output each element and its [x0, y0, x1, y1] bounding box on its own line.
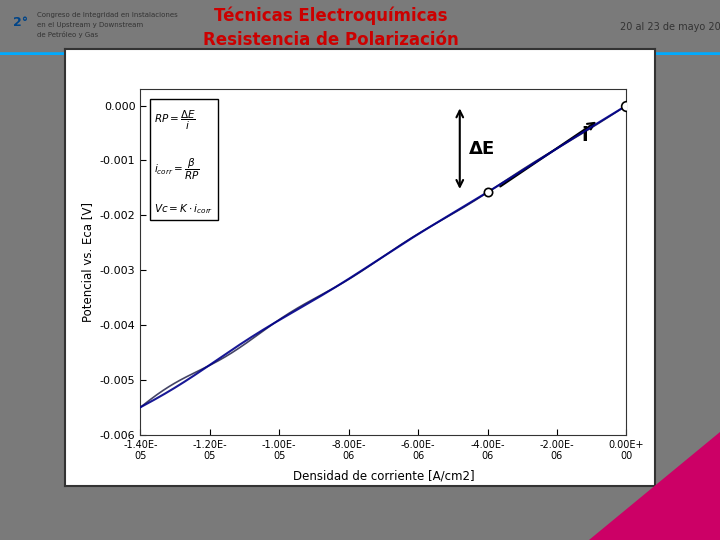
Text: de Petróleo y Gas: de Petróleo y Gas [37, 31, 99, 38]
Text: Resistencia de Polarización: Resistencia de Polarización [203, 31, 459, 49]
Text: $\mathbf{i}$: $\mathbf{i}$ [581, 126, 588, 145]
Text: $\mathbf{\Delta E}$: $\mathbf{\Delta E}$ [469, 140, 495, 158]
Polygon shape [589, 432, 720, 540]
Text: en el Upstream y Downstream: en el Upstream y Downstream [37, 22, 143, 28]
Text: 2°: 2° [13, 16, 28, 29]
Text: 20 al 23 de mayo 2014: 20 al 23 de mayo 2014 [621, 23, 720, 32]
Y-axis label: Potencial vs. Eca [V]: Potencial vs. Eca [V] [81, 202, 94, 322]
Text: $RP = \dfrac{\Delta E}{i}$

$i_{corr} = \dfrac{\beta}{RP}$

$Vc = K \cdot i_{cor: $RP = \dfrac{\Delta E}{i}$ $i_{corr} = \… [154, 109, 214, 217]
X-axis label: Densidad de corriente [A/cm2]: Densidad de corriente [A/cm2] [292, 469, 474, 483]
Text: Técnicas Electroquímicas: Técnicas Electroquímicas [215, 6, 448, 25]
Text: Congreso de Integridad en Instalaciones: Congreso de Integridad en Instalaciones [37, 12, 178, 18]
